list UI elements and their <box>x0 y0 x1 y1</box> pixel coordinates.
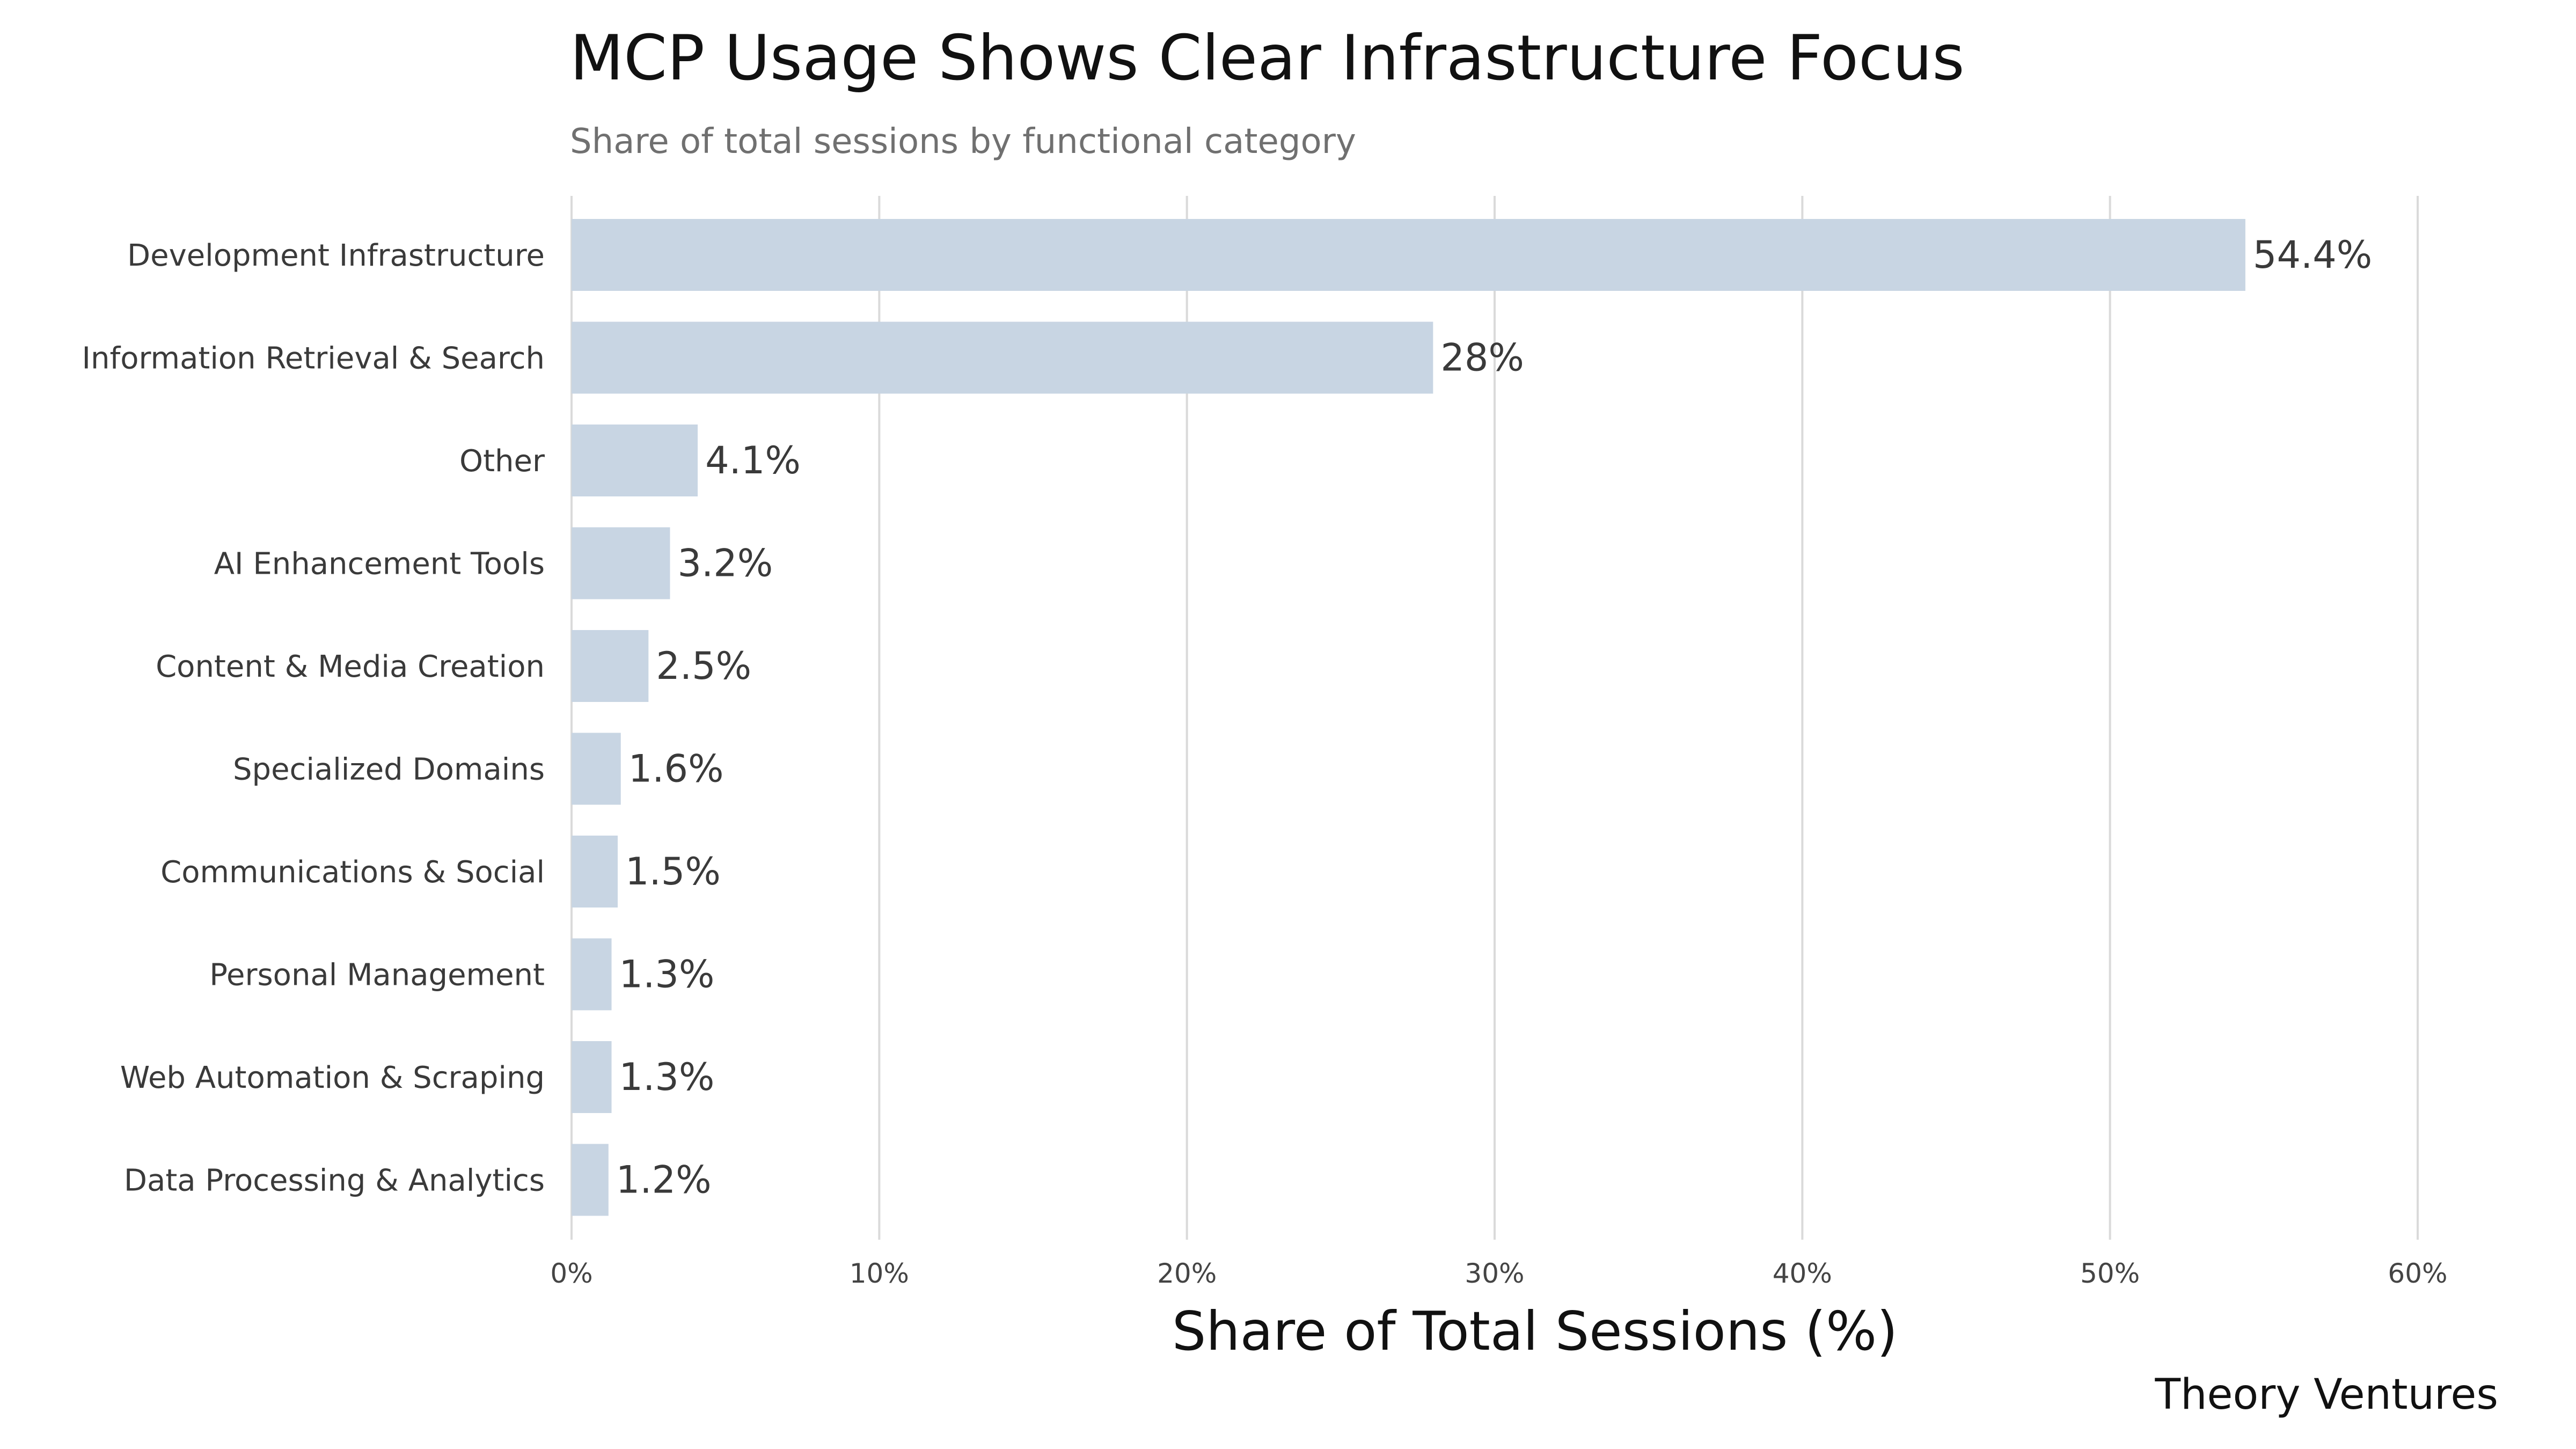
x-tick-label: 40% <box>1773 1258 1832 1289</box>
category-label: Specialized Domains <box>233 752 545 787</box>
bar-value-label: 1.2% <box>616 1158 712 1202</box>
x-tick-label: 0% <box>550 1258 592 1289</box>
x-tick-label: 10% <box>850 1258 909 1289</box>
x-axis-title: Share of Total Sessions (%) <box>1172 1300 1898 1363</box>
bar-value-label: 4.1% <box>705 438 801 482</box>
x-tick-label: 20% <box>1157 1258 1217 1289</box>
category-label: Personal Management <box>209 958 545 993</box>
x-tick-label: 60% <box>2388 1258 2447 1289</box>
bar-value-label: 1.3% <box>619 953 715 997</box>
x-tick-labels: 0% 10% 20% 30% 40% 50% 60% <box>550 1258 2447 1289</box>
bar-value-label: 28% <box>1440 336 1524 380</box>
category-label: Information Retrieval & Search <box>82 341 545 376</box>
bar-value-label: 1.5% <box>625 850 721 894</box>
bar <box>572 527 670 599</box>
bar <box>572 630 649 702</box>
bar-value-label: 3.2% <box>677 541 773 586</box>
bar <box>572 219 2245 291</box>
bar-value-label: 2.5% <box>656 644 751 688</box>
bar <box>572 733 621 805</box>
category-label: Content & Media Creation <box>156 649 545 684</box>
category-label: Communications & Social <box>160 855 545 890</box>
bar-value-labels: 54.4% 28% 4.1% 3.2% 2.5% 1.6% 1.5% 1.3% 1.3% 1.2% <box>616 233 2373 1202</box>
chart-title: MCP Usage Shows Clear Infrastructure Foc… <box>570 22 1965 94</box>
bar <box>572 1041 612 1113</box>
x-tick-label: 50% <box>2080 1258 2140 1289</box>
category-label: Data Processing & Analytics <box>124 1163 545 1198</box>
category-label: AI Enhancement Tools <box>214 547 545 582</box>
x-tick-label: 30% <box>1465 1258 1524 1289</box>
bars <box>572 219 2245 1216</box>
bar-value-label: 54.4% <box>2253 233 2372 277</box>
category-label: Development Infrastructure <box>127 238 545 273</box>
bar <box>572 836 618 908</box>
bar <box>572 1144 609 1216</box>
bar <box>572 425 698 496</box>
chart-subtitle: Share of total sessions by functional ca… <box>570 122 1356 162</box>
category-label: Other <box>459 444 545 479</box>
bar-value-label: 1.6% <box>628 747 724 791</box>
source-caption: Theory Ventures <box>2154 1371 2498 1419</box>
category-labels: Development Infrastructure Information Re… <box>82 238 545 1198</box>
bar <box>572 321 1433 394</box>
category-label: Web Automation & Scraping <box>120 1060 545 1095</box>
bar-value-label: 1.3% <box>619 1055 715 1099</box>
bar <box>572 938 612 1011</box>
